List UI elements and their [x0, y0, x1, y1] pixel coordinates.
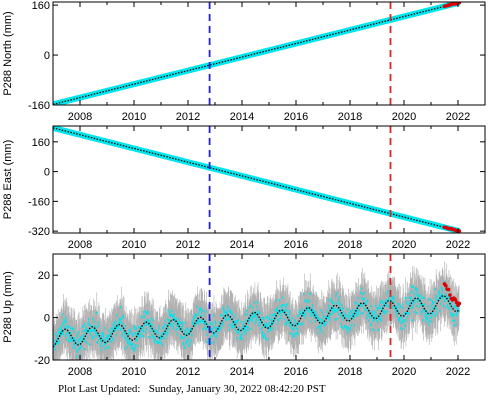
plot-area	[53, 2, 462, 105]
x-tick-label-2018: 2018	[338, 111, 362, 123]
x-tick-label-2008: 2008	[68, 366, 92, 378]
plot-updated-footer: Plot Last Updated: Sunday, January 30, 2…	[58, 383, 326, 395]
recent-point	[453, 297, 458, 302]
x-tick-label-2020: 2020	[392, 111, 416, 123]
model-line	[53, 2, 460, 105]
y-axis-title: P288 North (mm)	[2, 11, 14, 95]
y-tick-label-m20: -20	[34, 355, 50, 367]
data-point	[133, 325, 136, 328]
x-tick-label-2010: 2010	[122, 366, 146, 378]
x-tick-label-2016: 2016	[284, 239, 308, 251]
x-tick-label-2012: 2012	[176, 111, 200, 123]
x-tick-label-2020: 2020	[392, 366, 416, 378]
x-tick-label-2014: 2014	[230, 239, 254, 251]
y-tick-label-0: 0	[44, 313, 50, 325]
y-axis-title: P288 East (mm)	[2, 140, 14, 219]
data-point	[377, 328, 380, 332]
x-tick-label-2014: 2014	[230, 366, 254, 378]
x-tick-label-2022: 2022	[446, 366, 470, 378]
x-tick-label-2016: 2016	[284, 366, 308, 378]
data-point	[404, 296, 407, 300]
x-tick-label-2012: 2012	[176, 366, 200, 378]
data-point	[147, 312, 150, 315]
data-point	[360, 291, 363, 294]
y-tick-label-0: 0	[44, 50, 50, 62]
recent-point	[457, 301, 462, 306]
x-tick-label-2010: 2010	[122, 239, 146, 251]
plot-area	[53, 261, 462, 360]
recent-point	[454, 300, 459, 305]
x-tick-label-2014: 2014	[230, 111, 254, 123]
data-point	[302, 314, 306, 318]
recent-point	[448, 293, 452, 297]
data-point	[411, 285, 414, 288]
x-tick-label-2008: 2008	[68, 111, 92, 123]
x-tick-label-2018: 2018	[338, 239, 362, 251]
x-tick-label-2012: 2012	[176, 239, 200, 251]
panel-2: 2008 2010 2012 2014 2016 2018 2020 2022 -320 -160…	[2, 125, 486, 251]
data-point	[309, 292, 312, 295]
data-point	[120, 306, 123, 309]
data-point	[340, 325, 344, 329]
data-point	[443, 305, 446, 308]
y-tick-label-m320: -320	[28, 226, 50, 238]
model-line	[53, 127, 460, 232]
panel-3: 2008 2010 2012 2014 2016 2018 2020 2022 -20 0 20 P2…	[2, 253, 486, 378]
x-tick-label-2020: 2020	[392, 239, 416, 251]
data-band	[53, 2, 461, 105]
data-point	[266, 316, 270, 319]
data-point	[95, 311, 98, 315]
recent-point	[444, 283, 448, 288]
data-point	[422, 296, 425, 299]
data-point	[399, 305, 402, 308]
footer-label: Plot Last Updated:	[58, 383, 141, 395]
data-point	[402, 306, 405, 310]
data-point	[411, 319, 414, 322]
x-tick-label-2022: 2022	[446, 111, 470, 123]
x-tick-label-2010: 2010	[122, 111, 146, 123]
data-point	[452, 319, 455, 323]
y-tick-label-20: 20	[38, 270, 50, 282]
footer-timestamp: Sunday, January 30, 2022 08:42:20 PST	[148, 383, 326, 395]
y-tick-label-160: 160	[32, 0, 50, 12]
data-point	[347, 331, 350, 334]
y-tick-label-m160: -160	[28, 100, 50, 112]
recent-point	[446, 287, 451, 292]
x-tick-label-2016: 2016	[284, 111, 308, 123]
plot-area	[53, 126, 462, 233]
data-point	[83, 324, 86, 328]
data-point	[95, 335, 98, 338]
y-tick-label-m160: -160	[28, 196, 50, 208]
x-tick-label-2018: 2018	[338, 366, 362, 378]
y-tick-label-0: 0	[44, 167, 50, 179]
y-tick-label-160: 160	[32, 137, 50, 149]
y-axis-title: P288 Up (mm)	[2, 271, 14, 343]
data-point	[334, 318, 338, 321]
data-point	[184, 346, 187, 349]
data-point	[434, 314, 438, 317]
data-band	[53, 126, 461, 233]
x-tick-label-2008: 2008	[68, 239, 92, 251]
x-tick-label-2022: 2022	[446, 239, 470, 251]
panel-1: 2008 2010 2012 2014 2016 2018 2020 2022 -160 0 160…	[2, 0, 486, 123]
